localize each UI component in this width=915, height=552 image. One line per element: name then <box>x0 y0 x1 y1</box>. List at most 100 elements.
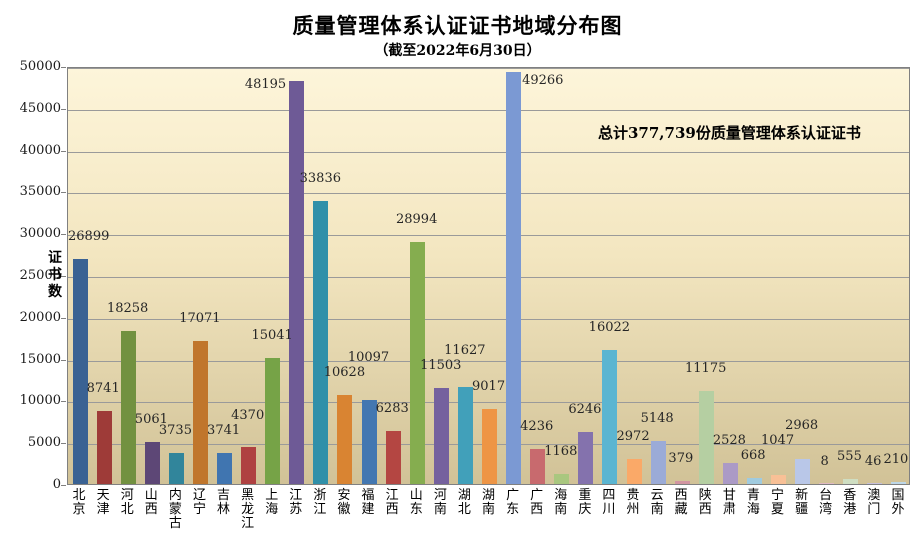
x-category-char: 西 <box>144 502 158 517</box>
data-label-25: 379 <box>668 450 694 466</box>
x-category-char: 山 <box>409 488 423 503</box>
x-category-char: 广 <box>530 488 544 503</box>
y-tick-mark <box>61 67 66 68</box>
y-axis-title-char: 数 <box>48 284 62 300</box>
bar-7 <box>241 447 257 484</box>
data-label-3: 5061 <box>134 411 168 427</box>
bar-32 <box>843 479 859 484</box>
x-category-char: 澳 <box>867 488 881 503</box>
x-category-char: 内 <box>168 488 182 503</box>
x-category-char: 海 <box>746 502 760 517</box>
x-category-label: 广东 <box>504 489 522 517</box>
x-category-char: 州 <box>626 502 640 517</box>
y-tick-mark <box>61 401 66 403</box>
x-category-char: 古 <box>168 516 182 531</box>
x-category-char: 福 <box>361 488 375 503</box>
bar-16 <box>457 386 473 484</box>
y-tick-label: 50000 <box>19 59 61 74</box>
x-category-char: 北 <box>457 502 471 517</box>
data-label-8: 15041 <box>251 328 293 344</box>
x-category-char: 宁 <box>192 502 206 517</box>
x-category-label: 河北 <box>118 489 136 517</box>
data-label-1: 8741 <box>86 380 120 396</box>
bar-10 <box>313 201 329 484</box>
bar-28 <box>746 478 762 484</box>
x-category-char: 海 <box>265 502 279 517</box>
x-category-char: 京 <box>72 502 86 517</box>
y-axis-title-char: 证 <box>48 250 62 266</box>
x-category-char: 庆 <box>578 502 592 517</box>
bar-17 <box>482 408 497 484</box>
data-label-15: 11503 <box>420 357 462 373</box>
bar-3 <box>144 441 160 484</box>
y-axis-title: 证书数 <box>47 250 63 301</box>
x-category-label: 吉林 <box>215 489 233 517</box>
x-category-char: 辽 <box>192 488 206 503</box>
x-category-label: 甘肃 <box>720 489 738 517</box>
x-category-label: 香港 <box>841 489 859 517</box>
x-category-char: 夏 <box>771 502 785 517</box>
x-category-char: 重 <box>578 488 592 503</box>
x-category-char: 黑 <box>241 488 255 503</box>
data-label-5: 17071 <box>179 311 221 327</box>
y-tick-label: 40000 <box>19 142 61 158</box>
data-label-6: 3741 <box>207 422 241 438</box>
bar-31 <box>819 483 835 484</box>
x-category-label: 辽宁 <box>190 489 208 517</box>
gridline <box>68 109 909 111</box>
bar-26 <box>698 390 714 484</box>
data-label-19: 4236 <box>520 418 554 434</box>
y-tick-mark <box>61 276 66 277</box>
bar-15 <box>433 387 449 484</box>
bar-21 <box>578 431 594 484</box>
bar-23 <box>626 459 642 484</box>
y-tick-label: 30000 <box>19 226 61 242</box>
x-category-char: 龙 <box>241 502 255 517</box>
data-label-18: 49266 <box>522 73 564 89</box>
data-label-33: 46 <box>864 453 882 469</box>
x-category-char: 甘 <box>722 488 736 503</box>
x-category-label: 西藏 <box>672 489 690 517</box>
data-label-26: 11175 <box>685 360 727 376</box>
x-category-char: 香 <box>843 488 857 503</box>
x-category-char: 上 <box>265 488 279 503</box>
x-category-char: 江 <box>385 488 399 503</box>
data-label-32: 555 <box>837 449 862 465</box>
x-category-char: 河 <box>120 488 134 503</box>
data-label-9: 48195 <box>244 77 287 93</box>
x-category-label: 贵州 <box>624 489 642 517</box>
data-label-34: 210 <box>883 452 909 468</box>
y-tick-mark <box>61 317 66 319</box>
x-category-label: 湖南 <box>480 489 498 517</box>
y-tick-mark <box>61 485 66 486</box>
y-tick-label: 45000 <box>19 100 61 116</box>
y-tick-label: 0 <box>52 477 61 492</box>
x-category-label: 国外 <box>889 489 907 517</box>
bar-33 <box>867 483 883 484</box>
x-category-char: 南 <box>481 502 495 517</box>
x-category-label: 澳门 <box>865 489 883 517</box>
y-tick-mark <box>61 150 66 152</box>
x-category-char: 吉 <box>217 488 231 503</box>
x-category-label: 福建 <box>359 489 377 517</box>
x-category-label: 宁夏 <box>769 489 787 517</box>
x-category-label: 天津 <box>94 489 112 517</box>
x-category-char: 天 <box>96 488 110 503</box>
x-category-label: 河南 <box>431 489 449 517</box>
y-tick-label: 20000 <box>19 309 61 325</box>
y-tick-mark <box>61 359 66 361</box>
x-category-char: 西 <box>530 502 544 517</box>
x-category-label: 海南 <box>552 489 570 517</box>
x-category-char: 北 <box>120 502 134 517</box>
bar-12 <box>361 399 377 484</box>
y-axis-title-char: 书 <box>48 267 62 283</box>
x-category-label: 陕西 <box>696 489 714 517</box>
plot-area <box>67 67 910 485</box>
y-tick-label: 5000 <box>27 435 61 451</box>
chart-title: 质量管理体系认证证书地域分布图 <box>292 13 623 38</box>
data-label-10: 33836 <box>299 171 341 187</box>
gridline <box>68 235 909 237</box>
y-tick-label: 10000 <box>19 393 61 409</box>
bar-14 <box>409 241 425 484</box>
bar-25 <box>674 480 690 484</box>
